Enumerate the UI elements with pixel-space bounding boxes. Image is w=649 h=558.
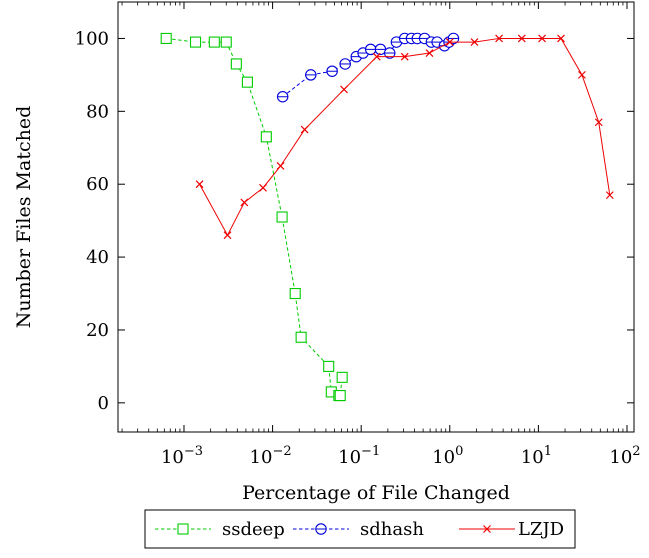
y-tick-label: 20 (86, 320, 109, 341)
data-point-sdhash (364, 43, 377, 56)
data-point-ssdeep (289, 287, 301, 300)
data-point-ssdeep (334, 390, 346, 402)
x-tick-label: 100 (432, 444, 463, 468)
data-point-lzjd (240, 198, 249, 207)
data-point-sdhash (383, 47, 396, 59)
axes: 10−3 10−2 10−1 100 101 102 0 20 40 60 80 100 (75, 1, 641, 468)
data-point-ssdeep (208, 36, 220, 48)
x-axis-label: Percentage of File Changed (242, 482, 510, 504)
data-point-lzjd (400, 52, 409, 61)
data-point-ssdeep (241, 76, 253, 88)
series-lzjd (195, 34, 614, 240)
data-point-lzjd (372, 52, 381, 61)
data-point-ssdeep (260, 131, 272, 143)
x-tick-label: 10−3 (161, 444, 203, 468)
legend-marker (483, 525, 491, 533)
data-point-lzjd (517, 34, 526, 43)
data-point-ssdeep (323, 360, 335, 372)
data-point-lzjd (557, 34, 565, 43)
data-point-lzjd (223, 231, 232, 240)
legend-entry-sdhash: sdhash (293, 519, 424, 540)
plot-frame (117, 1, 635, 433)
data-point-lzjd (605, 191, 614, 200)
x-tick-label: 10−2 (250, 444, 292, 468)
data-point-lzjd (594, 118, 603, 127)
data-point-sdhash (276, 90, 289, 103)
data-point-ssdeep (295, 331, 307, 343)
data-point-lzjd (577, 70, 586, 79)
y-tick-label: 40 (86, 247, 109, 268)
legend-entry-ssdeep: ssdeep (155, 519, 285, 540)
data-point-ssdeep (220, 36, 232, 48)
data-point-lzjd (300, 125, 309, 134)
y-tick-label: 60 (86, 174, 109, 195)
legend: ssdeep sdhash LZJD (144, 509, 576, 549)
data-point-ssdeep (189, 36, 202, 48)
data-point-lzjd (340, 85, 348, 94)
legend-marker (315, 523, 327, 535)
y-tick-label: 80 (86, 101, 109, 122)
legend-label: ssdeep (222, 519, 285, 540)
data-point-lzjd (259, 183, 267, 192)
plot-area (160, 32, 614, 402)
data-point-sdhash (339, 58, 351, 70)
data-point-lzjd (195, 180, 204, 189)
y-tick-label: 0 (98, 393, 109, 414)
data-point-lzjd (470, 38, 479, 47)
data-point-lzjd (425, 49, 434, 57)
data-point-lzjd (276, 162, 285, 170)
data-point-ssdeep (230, 58, 242, 70)
series-ssdeep (160, 32, 348, 402)
data-point-ssdeep (160, 32, 172, 44)
data-point-ssdeep (276, 211, 288, 223)
data-point-lzjd (538, 34, 546, 43)
series-sdhash (276, 32, 460, 103)
legend-label: LZJD (518, 519, 564, 540)
data-point-lzjd (445, 38, 454, 47)
x-tick-label: 10−1 (338, 444, 380, 468)
data-point-ssdeep (336, 371, 348, 383)
data-point-lzjd (495, 34, 503, 43)
y-tick-label: 100 (75, 28, 109, 49)
legend-label: sdhash (360, 519, 424, 540)
legend-entry-lzjd: LZJD (459, 519, 564, 540)
data-point-sdhash (305, 69, 317, 81)
x-tick-label: 102 (609, 444, 640, 468)
data-point-sdhash (326, 65, 338, 77)
x-tick-label: 101 (521, 444, 552, 468)
series-line-ssdeep (166, 37, 343, 397)
data-point-sdhash (390, 36, 403, 48)
legend-marker (177, 523, 189, 535)
y-axis-label: Number Files Matched (13, 106, 35, 328)
